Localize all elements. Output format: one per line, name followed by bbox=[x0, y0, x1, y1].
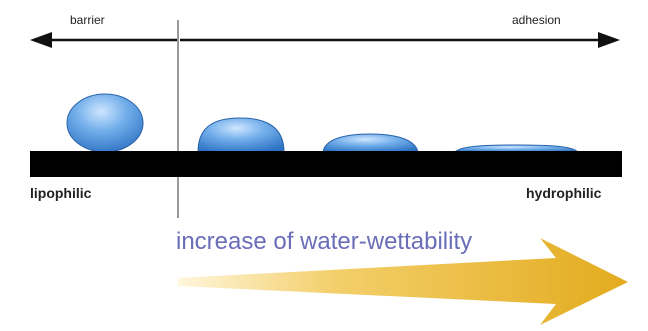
hydrophilic-label: hydrophilic bbox=[526, 185, 602, 201]
adhesion-label: adhesion bbox=[512, 13, 561, 27]
lipophilic-label: lipophilic bbox=[30, 185, 92, 201]
wettability-increase-label: increase of water-wettability bbox=[176, 228, 473, 255]
droplet-flat-film bbox=[453, 144, 580, 153]
droplet-high-contact-angle bbox=[66, 93, 144, 153]
wettability-increase-arrow bbox=[178, 238, 628, 325]
droplet-low-contact-angle bbox=[322, 133, 419, 153]
barrier-label: barrier bbox=[70, 13, 105, 27]
droplet-medium-contact-angle bbox=[197, 117, 285, 153]
surface-bar bbox=[30, 151, 622, 177]
barrier-arrow bbox=[30, 32, 178, 48]
adhesion-arrow bbox=[180, 32, 620, 48]
